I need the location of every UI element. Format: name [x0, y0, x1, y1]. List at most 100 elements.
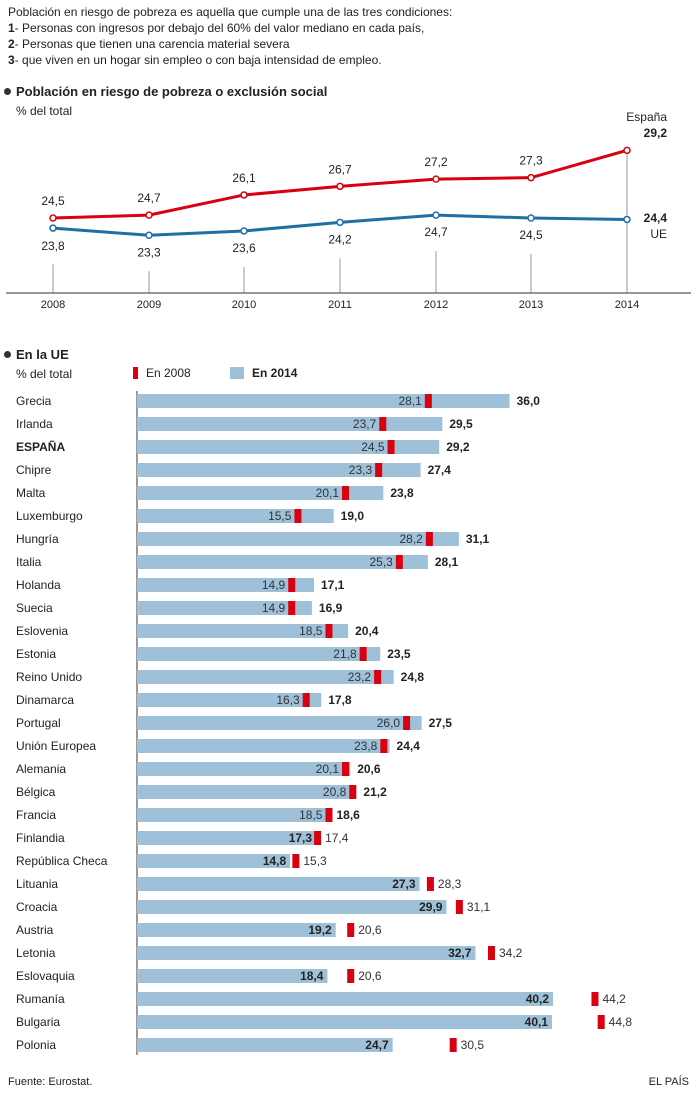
- x-tick-label: 2008: [41, 299, 65, 311]
- intro-heading: Población en riesgo de pobreza es aquell…: [8, 5, 453, 19]
- bar-chart: Grecia 28,1 36,0 Irlanda 23,7 29,5 ESPAÑA 24,5 2…: [16, 391, 633, 1055]
- label-2008: 34,2: [499, 946, 523, 960]
- category-label: Reino Unido: [16, 670, 82, 684]
- bar-2014: [137, 900, 447, 914]
- category-label: Bulgaria: [16, 1015, 60, 1029]
- bar-2014: [137, 486, 384, 500]
- brand-logo: EL PAÍS: [648, 1076, 689, 1088]
- category-label: Croacia: [16, 900, 58, 914]
- label-2008: 17,4: [325, 831, 349, 845]
- bullet-icon: [4, 351, 11, 358]
- label-2014: 18,6: [337, 808, 361, 822]
- x-tick-label: 2010: [232, 299, 256, 311]
- label-2008: 28,1: [398, 394, 422, 408]
- x-tick-label: 2009: [137, 299, 161, 311]
- marker-2008: [449, 1038, 457, 1052]
- label-2008: 20,1: [316, 486, 340, 500]
- ue-point: [623, 215, 631, 224]
- espana-point: [49, 214, 57, 222]
- marker-2008: [455, 900, 463, 914]
- bar-section-title: En la UE: [4, 347, 69, 362]
- category-label: Portugal: [16, 716, 61, 730]
- marker-2008: [425, 532, 433, 546]
- bar-2014: [137, 532, 459, 546]
- category-label: Bélgica: [16, 785, 56, 799]
- label-2014: 14,8: [263, 854, 287, 868]
- label-2014: 23,5: [387, 647, 411, 661]
- ue-data-label: 24,5: [519, 228, 543, 242]
- marker-2008: [349, 785, 357, 799]
- label-2014: 23,8: [390, 486, 414, 500]
- ue-end-label: 24,4: [644, 211, 668, 225]
- intro-item-1: 1- Personas con ingresos por debajo del …: [8, 21, 425, 35]
- bar-2014: [137, 969, 328, 983]
- label-2008: 23,7: [353, 417, 377, 431]
- bar-2014: [137, 992, 554, 1006]
- category-label: ESPAÑA: [16, 439, 65, 454]
- marker-2008: [342, 486, 350, 500]
- label-2008: 44,2: [602, 992, 626, 1006]
- label-2014: 36,0: [517, 394, 541, 408]
- label-2008: 16,3: [276, 693, 300, 707]
- espana-data-label: 24,5: [41, 194, 65, 208]
- espana-point: [527, 173, 535, 182]
- legend-2014-swatch: [230, 367, 244, 379]
- marker-2008: [359, 647, 367, 661]
- category-label: Holanda: [16, 578, 61, 592]
- marker-2008: [342, 762, 350, 776]
- label-2014: 19,0: [341, 509, 365, 523]
- marker-2008: [347, 969, 355, 983]
- category-label: Polonia: [16, 1038, 56, 1052]
- bar-2014: [137, 1038, 393, 1052]
- bar-2014: [137, 1015, 553, 1029]
- marker-2008: [424, 394, 432, 408]
- bar-2014: [137, 808, 330, 822]
- label-2014: 40,2: [526, 992, 550, 1006]
- label-2008: 31,1: [467, 900, 491, 914]
- bar-2014: [137, 578, 314, 592]
- label-2014: 40,1: [525, 1015, 549, 1029]
- source-note: Fuente: Eurostat.: [8, 1076, 93, 1088]
- label-2014: 21,2: [363, 785, 387, 799]
- category-label: Unión Europea: [16, 739, 96, 753]
- ue-point: [336, 218, 344, 227]
- category-label: Italia: [16, 555, 42, 569]
- marker-2008: [375, 463, 383, 477]
- label-2008: 24,5: [361, 440, 385, 454]
- espana-end-label: 29,2: [644, 126, 668, 140]
- category-label: Lituania: [16, 877, 58, 891]
- bar-2014: [137, 693, 322, 707]
- category-label: Finlandia: [16, 831, 65, 845]
- label-2014: 29,9: [419, 900, 443, 914]
- label-2008: 18,5: [299, 808, 323, 822]
- legend-2008-swatch: [133, 367, 138, 379]
- category-label: Estonia: [16, 647, 56, 661]
- label-2014: 17,3: [289, 831, 313, 845]
- line-section-unit: % del total: [16, 104, 73, 118]
- bar-2014: [137, 923, 336, 937]
- label-2008: 14,9: [262, 578, 286, 592]
- label-2008: 44,8: [609, 1015, 633, 1029]
- espana-point: [240, 191, 248, 199]
- category-label: Irlanda: [16, 417, 53, 431]
- ue-point: [145, 231, 153, 240]
- label-2014: 17,1: [321, 578, 345, 592]
- bar-2014: [137, 854, 291, 868]
- intro-item-3: 3- que viven en un hogar sin empleo o co…: [8, 53, 382, 67]
- marker-2008: [347, 923, 355, 937]
- label-2014: 29,5: [449, 417, 473, 431]
- legend-2008: En 2008: [133, 366, 191, 380]
- marker-2008: [591, 992, 599, 1006]
- bar-section-unit: % del total: [16, 367, 73, 381]
- line-chart: 2008 2009 2010 2011 2012 2013 2014 24,5 24,7 26,1…: [6, 110, 691, 311]
- intro-item-2: 2- Personas que tienen una carencia mate…: [8, 37, 290, 51]
- espana-point: [432, 175, 440, 183]
- espana-data-label: 24,7: [137, 191, 161, 205]
- label-2014: 24,8: [401, 670, 425, 684]
- label-2008: 25,3: [369, 555, 393, 569]
- ue-data-label: 23,3: [137, 245, 161, 259]
- espana-data-label: 26,1: [232, 171, 256, 185]
- label-2014: 28,1: [435, 555, 459, 569]
- espana-point: [336, 182, 344, 191]
- label-2014: 31,1: [466, 532, 490, 546]
